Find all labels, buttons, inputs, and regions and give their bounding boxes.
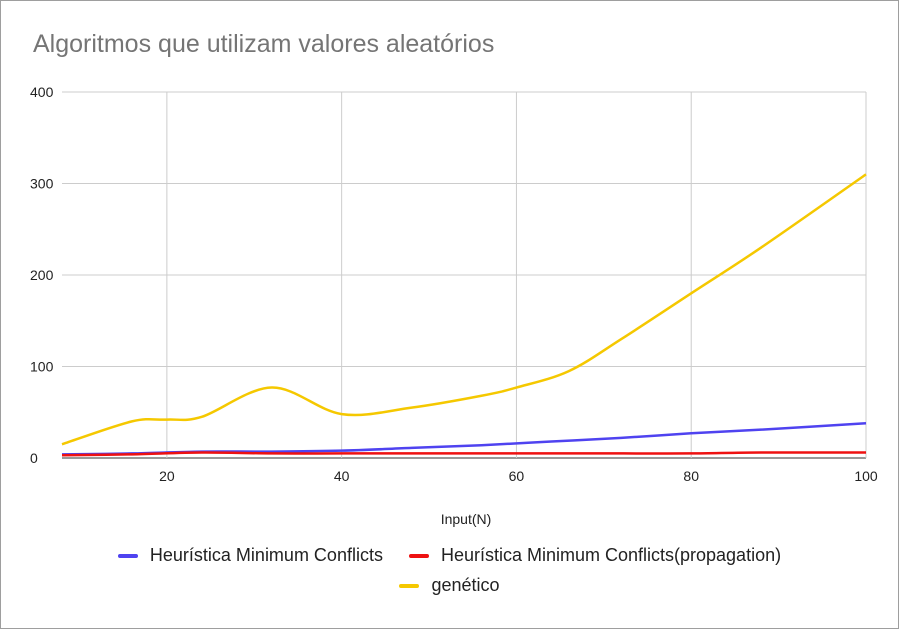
x-tick-label: 20 (159, 468, 175, 484)
y-tick-label: 400 (30, 84, 54, 100)
legend-item-genetico[interactable]: genético (399, 575, 500, 596)
series-line-genetico (61, 173, 867, 446)
series-line-minconflicts (61, 421, 867, 456)
legend-item-propagation[interactable]: Heurística Minimum Conflicts(propagation… (408, 545, 782, 566)
x-tick-label: 40 (334, 468, 350, 484)
legend: Heurística Minimum Conflicts Heurística … (0, 545, 899, 605)
legend-label-propagation: Heurística Minimum Conflicts(propagation… (440, 545, 782, 565)
y-tick-label: 300 (30, 176, 54, 192)
x-axis-label: Input(N) (441, 511, 492, 527)
legend-label-genetico: genético (431, 575, 500, 595)
y-tick-label: 200 (30, 267, 54, 283)
series-line-propagation (61, 451, 867, 457)
y-tick-label: 100 (30, 359, 54, 375)
legend-label-minconflicts: Heurística Minimum Conflicts (149, 545, 383, 565)
legend-swatch-minconflicts (117, 553, 138, 558)
chart-title: Algoritmos que utilizam valores aleatóri… (33, 30, 495, 58)
legend-swatch-propagation (408, 553, 429, 558)
x-tick-label: 100 (854, 468, 878, 484)
x-tick-label: 80 (683, 468, 699, 484)
legend-swatch-genetico (399, 583, 420, 588)
y-tick-label: 0 (30, 450, 38, 466)
legend-item-minconflicts[interactable]: Heurística Minimum Conflicts (117, 545, 383, 566)
x-tick-label: 60 (509, 468, 525, 484)
